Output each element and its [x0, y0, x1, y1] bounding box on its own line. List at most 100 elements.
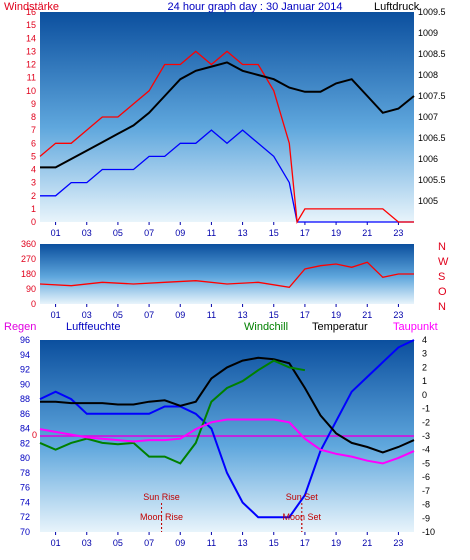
y-tick-label: 4: [31, 165, 36, 175]
legend-entry: Windchill: [244, 321, 288, 333]
x-tick-label: 13: [238, 228, 248, 238]
y-tick-label: -9: [422, 513, 430, 523]
y-tick-label: 90: [26, 284, 36, 294]
legend-entry: Luftfeuchte: [66, 321, 120, 333]
y-tick-label: 0: [31, 299, 36, 309]
series-windst-rke-b-en: [39, 50, 414, 225]
y-tick-label: 1009.5: [418, 7, 446, 17]
x-tick-label: 17: [300, 538, 310, 548]
series-temperatur: [40, 356, 415, 454]
x-tick-label: 13: [238, 310, 248, 320]
y-tick-label: 70: [20, 527, 30, 537]
y-tick-label: 1009: [418, 28, 438, 38]
x-tick-label: 03: [82, 538, 92, 548]
x-tick-label: 15: [269, 310, 279, 320]
series-taupunkt: [39, 418, 415, 465]
y-tick-label: 1005.5: [418, 175, 446, 185]
y-tick-label: 0: [422, 390, 427, 400]
x-axis-ticks-1: 01 03 05 07 09 11 13 15 17 19 21 23: [51, 222, 403, 238]
x-tick-label: 05: [113, 228, 123, 238]
x-tick-label: 17: [300, 228, 310, 238]
x-tick-label: 21: [362, 228, 372, 238]
y-tick-label: 6: [31, 138, 36, 148]
y-tick-label: 16: [26, 7, 36, 17]
direction-label: N: [438, 301, 446, 313]
y-tick-label: 78: [20, 468, 30, 478]
y-tick-label: 4: [422, 335, 427, 345]
wind-pressure-panel: Windstärke 24 hour graph day : 30 Januar…: [4, 1, 446, 238]
x-tick-label: 05: [113, 310, 123, 320]
x-tick-label: 23: [393, 538, 403, 548]
y-tick-label: -2: [422, 417, 430, 427]
y-tick-label: 270: [21, 254, 36, 264]
legend-entry: Temperatur: [312, 321, 368, 333]
y-tick-label: 80: [20, 453, 30, 463]
y-tick-label: -6: [422, 472, 430, 482]
x-tick-label: 15: [269, 228, 279, 238]
series-group-3: [39, 339, 415, 519]
series-windrichtung: [39, 261, 414, 288]
y-tick-label: 13: [26, 46, 36, 56]
x-tick-label: 21: [362, 538, 372, 548]
y-tick-label: -4: [422, 445, 430, 455]
x-tick-label: 17: [300, 310, 310, 320]
y-tick-label: 8: [31, 112, 36, 122]
series-luftfeuchte: [39, 339, 415, 519]
annotation-label: Moon Set: [283, 512, 322, 522]
x-tick-label: 09: [175, 228, 185, 238]
x-tick-label: 19: [331, 310, 341, 320]
y-tick-label: 72: [20, 512, 30, 522]
y-tick-label: 3: [422, 349, 427, 359]
y-tick-label: -8: [422, 500, 430, 510]
y-tick-label: 90: [20, 379, 30, 389]
legend-3: Regen Luftfeuchte Windchill Temperatur Taupu…: [4, 321, 438, 333]
y-tick-label: 3: [31, 178, 36, 188]
x-tick-label: 09: [175, 310, 185, 320]
series-luftdruck: [40, 61, 415, 169]
x-tick-label: 07: [144, 538, 154, 548]
y-tick-label: 1006: [418, 154, 438, 164]
right-axis-ticks-1: 1005 1005.5 1006 1006.5 1007 1007.5 1008 1008.5…: [418, 7, 446, 206]
y-tick-label: 1007: [418, 112, 438, 122]
x-tick-label: 09: [175, 538, 185, 548]
y-tick-label: 1005: [418, 196, 438, 206]
y-tick-label: 1008: [418, 70, 438, 80]
y-tick-label: 7: [31, 125, 36, 135]
y-tick-label: 82: [20, 438, 30, 448]
x-tick-label: 05: [113, 538, 123, 548]
series-windchill: [39, 359, 306, 465]
x-tick-label: 19: [331, 538, 341, 548]
x-tick-label: 11: [207, 228, 216, 238]
plot-area-1: [40, 12, 414, 222]
x-tick-label: 07: [144, 228, 154, 238]
left-axis-ticks-3: 70 72 74 76 78 80 82 84 86 88 90 92 94 96: [20, 335, 30, 537]
y-tick-label: -3: [422, 431, 430, 441]
y-tick-label: 86: [20, 409, 30, 419]
right-axis-title-1: Luftdruck: [374, 1, 420, 13]
y-tick-label: -1: [422, 404, 430, 414]
rain-zero-label: 0: [32, 430, 37, 440]
y-tick-label: 92: [20, 365, 30, 375]
y-tick-label: -10: [422, 527, 435, 537]
y-tick-label: 180: [21, 269, 36, 279]
x-axis-ticks-2: 01 03 05 07 09 11 13 15 17 19 21 23: [51, 304, 403, 320]
left-axis-title-1: Windstärke: [4, 1, 59, 13]
temperature-humidity-panel: Regen Luftfeuchte Windchill Temperatur Taupu…: [4, 321, 438, 548]
y-tick-label: 1008.5: [418, 49, 446, 59]
x-tick-label: 13: [238, 538, 248, 548]
x-tick-label: 11: [207, 538, 216, 548]
plot-area-2: [40, 244, 414, 304]
x-tick-label: 23: [393, 310, 403, 320]
x-tick-label: 21: [362, 310, 372, 320]
x-tick-label: 07: [144, 310, 154, 320]
sun-moon-annotations: Sun Rise Moon Rise Sun Set Moon Set: [140, 492, 322, 532]
y-tick-label: 94: [20, 350, 30, 360]
y-tick-label: 1: [422, 376, 427, 386]
y-tick-label: 1006.5: [418, 133, 446, 143]
x-tick-label: 01: [51, 310, 61, 320]
